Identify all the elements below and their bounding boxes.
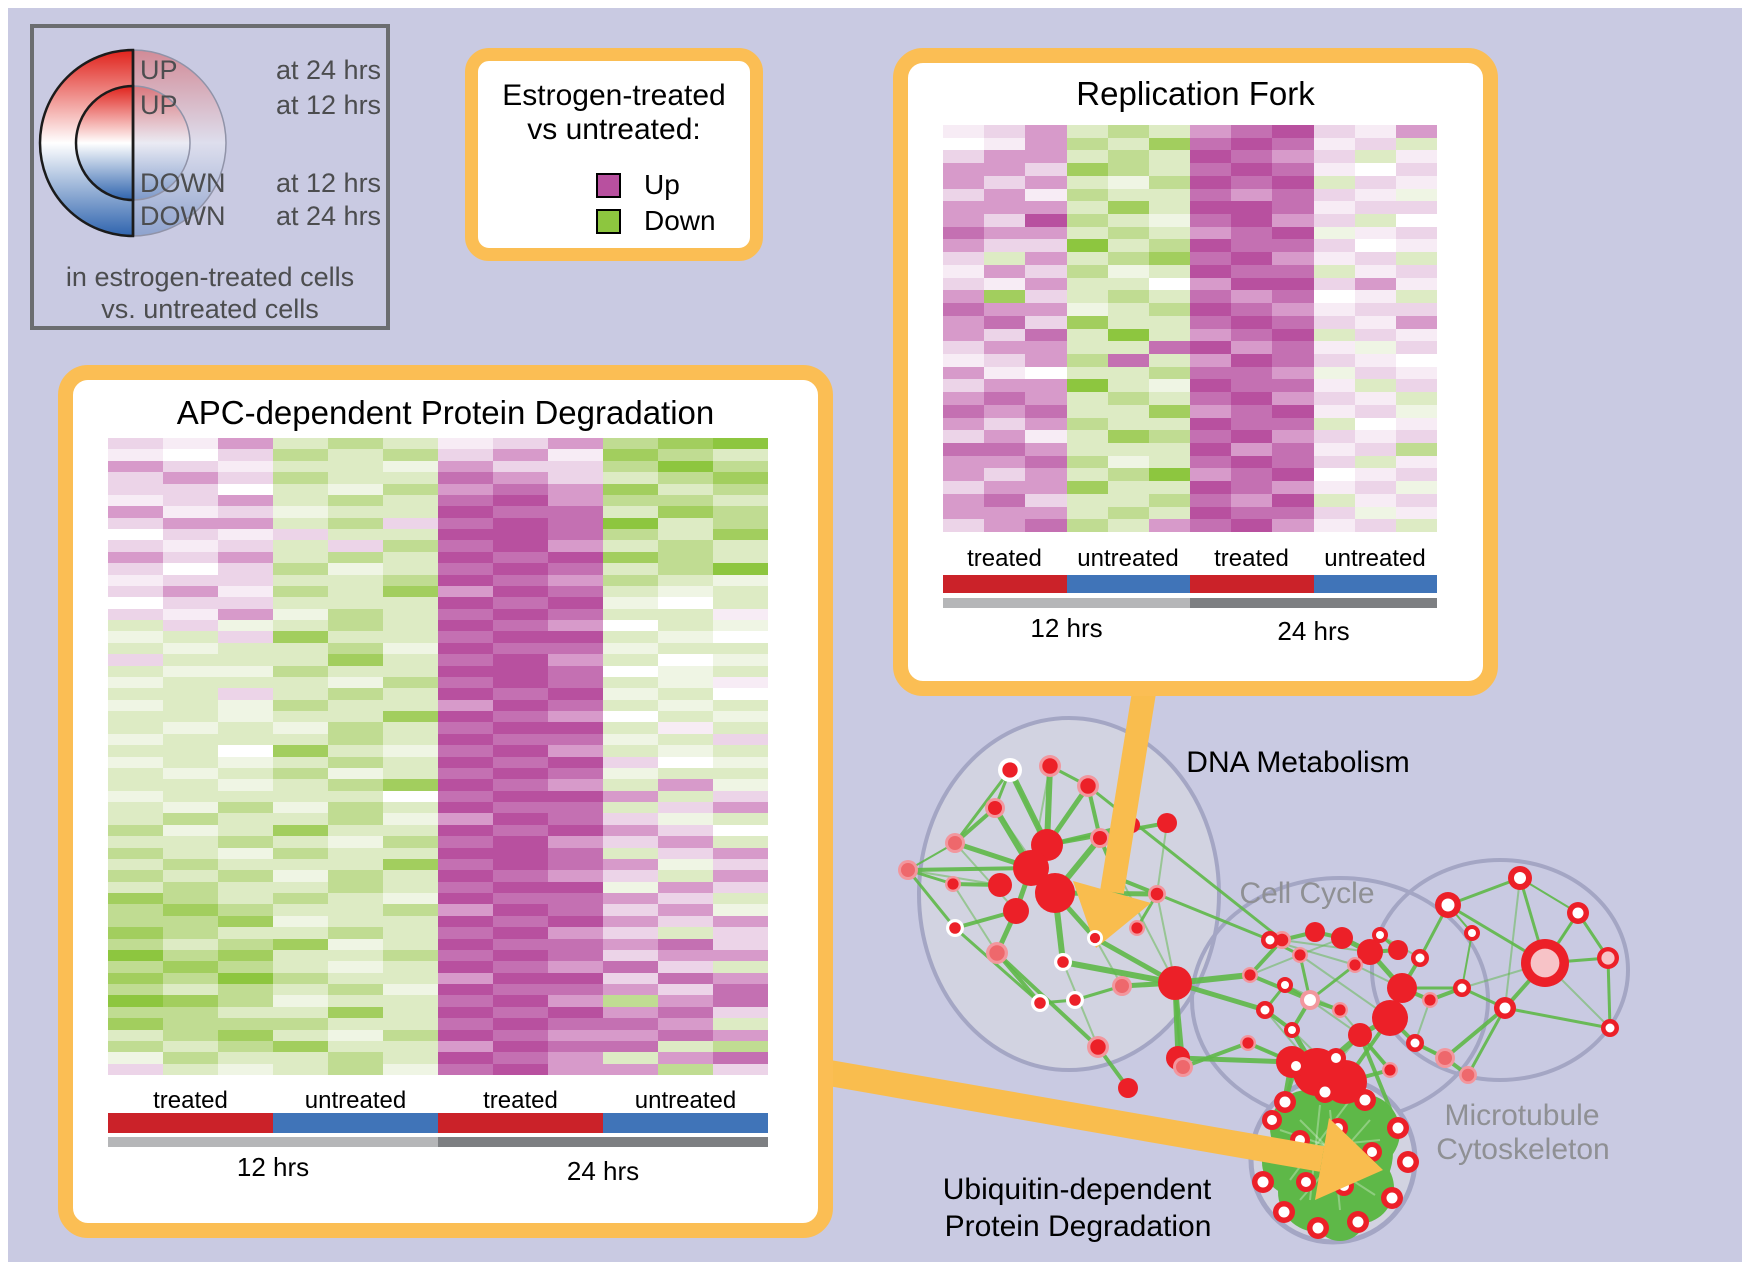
apc-bar-untreated-12 (273, 1113, 438, 1133)
rf-group-label-treated-12: treated (967, 545, 1042, 572)
updown-legend-box: Estrogen-treated vs untreated: Up Down (465, 48, 763, 261)
rf-group-label-untreated-24: untreated (1324, 545, 1426, 572)
rf-bar-treated-24 (1190, 575, 1314, 593)
up-color-swatch (596, 173, 621, 198)
rf-bar-untreated-24 (1313, 575, 1437, 593)
replication-fork-title: Replication Fork (1076, 75, 1315, 112)
apc-group-label-untreated-12: untreated (304, 1087, 407, 1114)
concentric-ring-legend-icon (38, 48, 227, 238)
ring-legend-up-outer: UP (140, 55, 178, 85)
apc-treatment-color-bar (108, 1113, 768, 1133)
rf-bar-24hrs (1190, 598, 1437, 608)
apc-bar-treated-12 (108, 1113, 273, 1133)
apc-panel: APC-dependent Protein Degradation treate… (58, 365, 833, 1238)
rf-time-label-24: 24 hrs (1277, 616, 1350, 646)
apc-group-label-untreated-24: untreated (634, 1087, 737, 1114)
ring-legend-up-outer-time: at 24 hrs (276, 55, 382, 85)
apc-bar-12hrs (108, 1137, 438, 1147)
apc-bar-treated-24 (438, 1113, 603, 1133)
apc-group-label-treated-12: treated (153, 1087, 228, 1114)
rf-time-label-12: 12 hrs (1030, 613, 1103, 643)
apc-title: APC-dependent Protein Degradation (176, 394, 715, 431)
legend-item-down: Down (478, 205, 750, 236)
apc-time-label-24: 24 hrs (566, 1156, 640, 1186)
ring-legend-down-inner-time: at 12 hrs (276, 168, 382, 198)
microtubule-label-line2: Cytoskeleton (1436, 1133, 1610, 1166)
up-label: Up (644, 169, 680, 200)
ubiquitin-label-line1: Ubiquitin-dependent (942, 1173, 1212, 1206)
legend-item-up: Up (478, 169, 750, 200)
apc-bar-24hrs (438, 1137, 768, 1147)
rf-time-bar (943, 598, 1437, 608)
cell-cycle-label: Cell Cycle (1239, 877, 1375, 910)
apc-heatmap (108, 438, 768, 1075)
ring-legend-up-inner-time: at 12 hrs (276, 90, 382, 120)
ring-legend-caption-line1: in estrogen-treated cells (65, 262, 355, 292)
ring-legend-up-inner: UP (140, 90, 178, 120)
down-color-swatch (596, 209, 621, 234)
ring-legend-down-outer-time: at 24 hrs (276, 201, 382, 231)
rf-treatment-color-bar (943, 575, 1437, 593)
replication-fork-panel: Replication Fork treated untreated treat… (893, 48, 1498, 696)
ubiquitin-label-line2: Protein Degradation (944, 1210, 1212, 1243)
replication-fork-heatmap (943, 125, 1437, 532)
apc-time-bar (108, 1137, 768, 1147)
apc-time-label-12: 12 hrs (236, 1152, 310, 1182)
rf-bar-treated-12 (943, 575, 1067, 593)
down-label: Down (644, 205, 716, 236)
rf-bar-untreated-12 (1066, 575, 1190, 593)
ring-legend-caption-line2: vs. untreated cells (101, 294, 319, 324)
rf-bar-12hrs (943, 598, 1190, 608)
updown-legend-title-line2: vs untreated: (527, 113, 701, 146)
dna-metabolism-label: DNA Metabolism (1186, 746, 1410, 779)
apc-group-label-treated-24: treated (483, 1087, 558, 1114)
ring-legend-down-outer: DOWN (140, 201, 226, 231)
ring-legend-down-inner: DOWN (140, 168, 226, 198)
updown-legend-title-line1: Estrogen-treated (502, 79, 726, 112)
rf-group-label-untreated-12: untreated (1077, 545, 1179, 572)
rf-group-label-treated-24: treated (1214, 545, 1289, 572)
microtubule-label-line1: Microtubule (1444, 1099, 1600, 1132)
ring-legend-box: UP at 24 hrs UP at 12 hrs DOWN at 12 hrs… (30, 24, 390, 330)
apc-bar-untreated-24 (603, 1113, 768, 1133)
